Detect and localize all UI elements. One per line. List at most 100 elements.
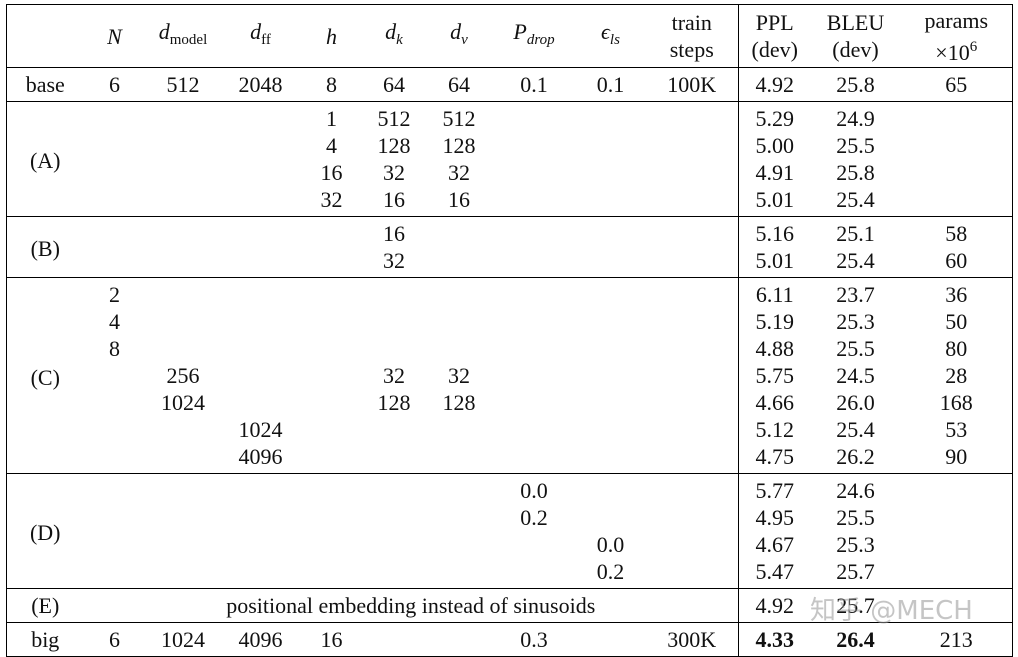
empty-cell: [301, 247, 363, 278]
cell: 4096: [220, 622, 301, 657]
empty-cell: [901, 159, 1013, 186]
empty-cell: [145, 473, 221, 504]
header-text-line2: (dev): [832, 37, 879, 62]
empty-cell: [146, 247, 221, 278]
cell: 5.12: [738, 416, 811, 443]
empty-cell: [83, 101, 146, 132]
empty-cell: [426, 416, 493, 443]
cell: 4.75: [738, 443, 811, 474]
cell: 512: [362, 101, 426, 132]
empty-cell: [575, 622, 646, 657]
cell: 2048: [220, 67, 301, 102]
empty-cell: [901, 558, 1013, 589]
cell: 168: [939, 390, 973, 415]
table-row: 4 128 128 5.00 25.5: [7, 132, 1013, 159]
empty-cell: [901, 531, 1013, 558]
header-subscript: drop: [526, 32, 555, 48]
group-label: (A): [6, 101, 84, 217]
header-text: train: [671, 10, 712, 35]
table-row: 256 32 32 5.75 24.5 28: [7, 362, 1013, 389]
empty-cell: [221, 159, 301, 186]
cell: 5.77: [738, 473, 811, 504]
empty-cell: [575, 473, 646, 504]
empty-cell: [576, 308, 646, 335]
empty-cell: [146, 416, 221, 443]
empty-cell: [301, 335, 363, 362]
empty-cell: [84, 389, 146, 416]
empty-cell: [362, 473, 426, 504]
table-row: 32 5.01 25.4 60: [7, 247, 1013, 278]
table-row: 1024 5.12 25.4 53: [7, 416, 1013, 443]
cell: 32: [320, 187, 343, 212]
header-text-line2: ×10: [935, 39, 970, 65]
cell: 2: [83, 277, 146, 308]
cell: 0.1: [492, 67, 576, 102]
empty-cell: [363, 558, 426, 589]
empty-cell: [576, 389, 646, 416]
empty-cell: [301, 531, 363, 558]
empty-cell: [575, 277, 646, 308]
empty-cell: [425, 216, 493, 247]
empty-cell: [362, 277, 426, 308]
header-text: params: [924, 7, 989, 33]
cell: 26.2: [836, 444, 875, 469]
empty-cell: [493, 247, 576, 278]
cell: 5.16: [738, 216, 811, 247]
empty-cell: [493, 443, 576, 474]
empty-cell: [84, 531, 146, 558]
empty-cell: [146, 308, 221, 335]
empty-cell: [363, 308, 426, 335]
empty-cell: [220, 473, 301, 504]
table-row: big 6 1024 4096 16 0.3 300K 4.33 26.4 213: [6, 622, 1013, 657]
empty-cell: [493, 389, 576, 416]
empty-cell: [576, 186, 646, 217]
cell: 128: [377, 390, 411, 415]
empty-cell: [221, 335, 301, 362]
empty-cell: [84, 159, 146, 186]
empty-cell: [146, 335, 221, 362]
column-header: h: [301, 5, 363, 68]
cell: 5.00: [738, 132, 811, 159]
header-text-line2: steps: [669, 37, 714, 62]
empty-cell: [83, 216, 146, 247]
empty-cell: [84, 443, 146, 474]
cell: 4.88: [738, 335, 811, 362]
column-header: train steps: [646, 5, 739, 68]
table-row: 32 16 16 5.01 25.4: [7, 186, 1013, 217]
cell: 25.5: [836, 336, 875, 361]
group-label: big: [6, 622, 84, 657]
cell: 1024: [145, 622, 221, 657]
empty-cell: [300, 277, 363, 308]
cell: 65: [900, 67, 1013, 102]
empty-cell: [493, 558, 576, 589]
empty-cell: [146, 186, 221, 217]
empty-cell: [426, 335, 493, 362]
cell: 4.66: [738, 389, 811, 416]
column-header: PPL (dev): [738, 4, 811, 68]
cell: 1: [300, 101, 363, 132]
cell: 25.3: [836, 532, 875, 557]
cell: 4.92: [738, 67, 811, 102]
empty-cell: [426, 247, 493, 278]
group-label: (B): [6, 216, 84, 278]
cell: 4.33: [738, 622, 811, 657]
header-corner: [7, 5, 84, 68]
empty-cell: [493, 308, 576, 335]
empty-cell: [901, 132, 1013, 159]
cell: 512: [145, 67, 221, 102]
cell: 0.3: [492, 622, 576, 657]
cell: 128: [442, 390, 476, 415]
empty-cell: [425, 473, 493, 504]
empty-cell: [221, 531, 301, 558]
empty-cell: [84, 186, 146, 217]
header-text: P: [513, 19, 527, 44]
column-header: BLEU (dev): [811, 5, 901, 68]
cell: 25.4: [836, 187, 875, 212]
empty-cell: [646, 159, 739, 186]
empty-cell: [84, 247, 146, 278]
empty-cell: [493, 416, 576, 443]
empty-cell: [84, 504, 146, 531]
cell: 0.1: [575, 67, 646, 102]
